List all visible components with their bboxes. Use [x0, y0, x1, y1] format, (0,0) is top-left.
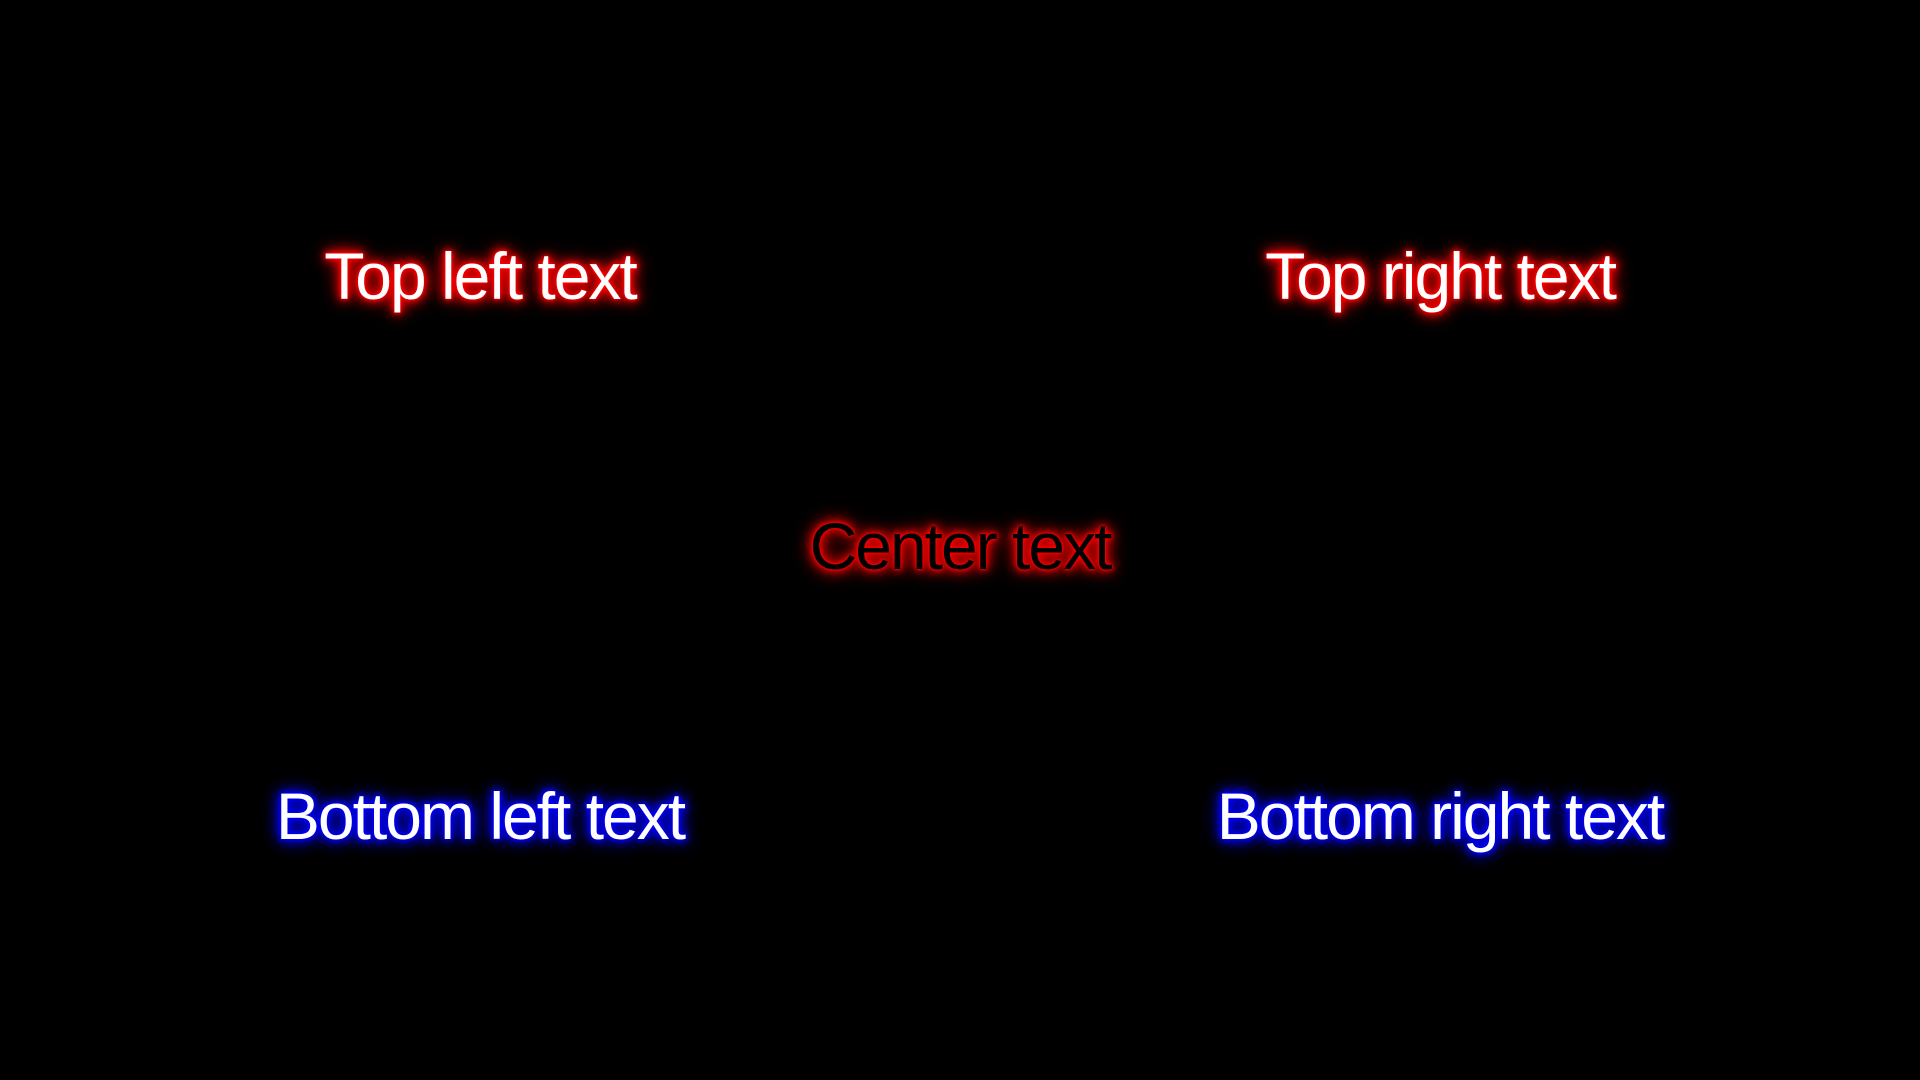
top-right-text: Top right text [1265, 239, 1617, 313]
bottom-right-text: Bottom right text [1216, 779, 1666, 853]
bottom-left-text: Bottom left text [275, 779, 686, 853]
center-text: Center text [809, 509, 1113, 583]
top-left-text: Top left text [324, 239, 638, 313]
